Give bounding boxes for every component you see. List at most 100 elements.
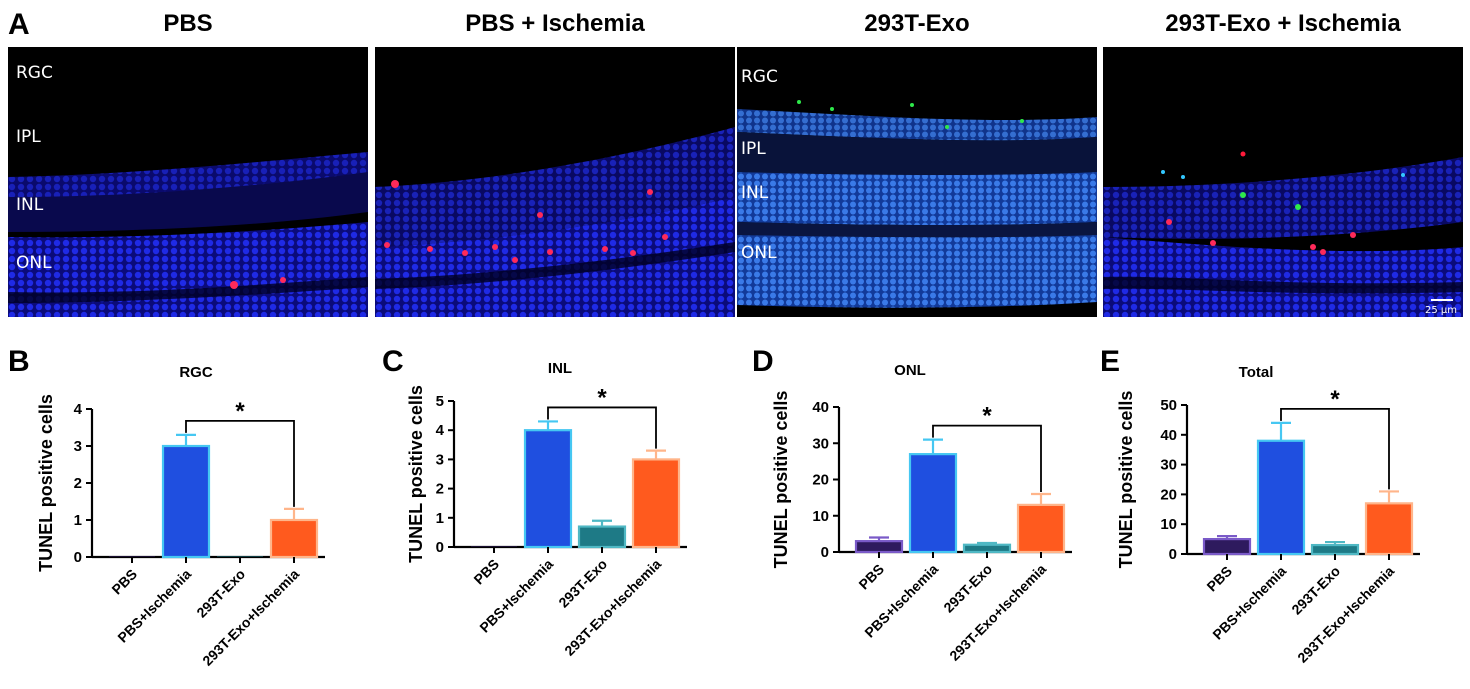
micrograph-pbs-ischemia xyxy=(375,47,735,317)
y-tick-label: 3 xyxy=(436,451,444,468)
x-tick-label: PBS xyxy=(855,561,887,593)
significance-star: * xyxy=(982,403,992,430)
bar xyxy=(577,525,627,549)
scale-bar xyxy=(1431,299,1453,301)
micrograph-pbs-image xyxy=(8,152,368,317)
bar xyxy=(269,518,319,559)
bar xyxy=(1364,502,1414,556)
y-tick-label: 10 xyxy=(812,508,829,525)
y-tick-label: 10 xyxy=(1160,516,1177,533)
layer-label-ipl: IPL xyxy=(741,139,766,159)
layer-label-rgc: RGC xyxy=(741,67,778,87)
significance-star: * xyxy=(597,384,607,411)
chart-onl: ONL TUNEL positive cells 0 10 20 30 40 PBS PBS+I… xyxy=(735,345,1090,689)
bar xyxy=(1016,503,1066,554)
y-tick-label: 2 xyxy=(74,475,82,492)
x-tick-label: 293T-Exo+Ischemia xyxy=(946,561,1049,664)
micrograph-title-293t-exo-ischemia: 293T-Exo + Ischemia xyxy=(1165,10,1401,37)
layer-label-onl: ONL xyxy=(741,243,777,263)
micrograph-293t-exo: RGC IPL INL ONL xyxy=(737,47,1097,317)
panel-letter-d: D xyxy=(752,345,774,378)
bar xyxy=(1310,543,1360,556)
micrograph-293t-exo-image xyxy=(737,100,1097,308)
y-tick-label: 0 xyxy=(74,549,82,566)
significance-bracket xyxy=(185,420,295,507)
y-tick-label: 5 xyxy=(436,393,444,410)
significance-star: * xyxy=(1330,386,1340,413)
bar xyxy=(109,556,155,557)
layer-label-rgc: RGC xyxy=(16,63,53,83)
y-tick-label: 1 xyxy=(74,512,82,529)
bar xyxy=(1202,538,1252,556)
significance-bracket xyxy=(932,424,1042,492)
panel-letter-a: A xyxy=(8,8,30,41)
chart-title: INL xyxy=(548,360,572,377)
x-tick-label: 293T-Exo xyxy=(555,556,610,611)
x-tick-label: 293T-Exo xyxy=(940,561,995,616)
layer-label-inl: INL xyxy=(741,183,769,203)
micrograph-293t-exo-ischemia-image xyxy=(1103,151,1463,317)
layer-label-ipl: IPL xyxy=(16,127,41,147)
scale-bar-label: 25 µm xyxy=(1424,305,1457,316)
y-tick-label: 20 xyxy=(812,472,829,489)
significance-bracket xyxy=(1280,407,1390,490)
y-tick-label: 40 xyxy=(1160,427,1177,444)
layer-label-inl: INL xyxy=(16,195,44,215)
x-tick-label: 293T-Exo+Ischemia xyxy=(199,566,302,669)
y-tick-label: 0 xyxy=(821,544,829,561)
micrograph-pbs: RGC IPL INL ONL xyxy=(8,47,368,317)
bar xyxy=(523,429,573,549)
bar xyxy=(962,543,1012,554)
panel-letter-b: B xyxy=(8,345,30,378)
y-axis-label: TUNEL positive cells xyxy=(406,385,426,563)
bar xyxy=(471,546,517,547)
y-tick-label: 30 xyxy=(1160,457,1177,474)
micrograph-293t-exo-ischemia: 25 µm xyxy=(1103,47,1463,317)
chart-title: ONL xyxy=(894,362,926,379)
y-tick-label: 30 xyxy=(812,435,829,452)
bar xyxy=(217,556,263,557)
bar xyxy=(854,540,904,554)
x-tick-label: PBS xyxy=(470,556,502,588)
x-tick-label: 293T-Exo xyxy=(1288,563,1343,618)
bar xyxy=(1256,439,1306,556)
y-axis-label: TUNEL positive cells xyxy=(36,394,56,572)
chart-rgc: RGC TUNEL positive cells 0 1 2 3 4 PBS PBS+Ische… xyxy=(0,345,355,689)
x-tick-label: 293T-Exo+Ischemia xyxy=(561,556,664,659)
y-axis-label: TUNEL positive cells xyxy=(771,391,791,569)
panel-letter-e: E xyxy=(1100,345,1121,378)
significance-star: * xyxy=(235,398,245,425)
y-tick-label: 4 xyxy=(436,422,445,439)
bar xyxy=(631,458,681,549)
micrograph-title-293t-exo: 293T-Exo xyxy=(864,10,970,37)
y-tick-label: 3 xyxy=(74,438,82,455)
x-tick-label: 293T-Exo+Ischemia xyxy=(1294,563,1397,666)
y-tick-label: 40 xyxy=(812,399,829,416)
micrograph-pbs-ischemia-image xyxy=(375,127,735,317)
bar xyxy=(161,444,211,559)
panel-letter-c: C xyxy=(382,345,404,378)
y-tick-label: 1 xyxy=(436,510,444,527)
y-tick-label: 0 xyxy=(1169,546,1177,563)
x-tick-label: PBS xyxy=(108,566,140,598)
y-axis-label: TUNEL positive cells xyxy=(1116,391,1136,569)
y-tick-label: 2 xyxy=(436,481,444,498)
chart-inl: INL TUNEL positive cells 0 1 2 3 4 5 PBS PBS+Isch… xyxy=(370,345,725,689)
y-tick-label: 20 xyxy=(1160,486,1177,503)
y-tick-label: 0 xyxy=(436,539,444,556)
significance-bracket xyxy=(547,406,657,449)
x-tick-label: PBS xyxy=(1203,563,1235,595)
micrograph-title-pbs: PBS xyxy=(163,10,213,37)
chart-title: Total xyxy=(1239,364,1274,381)
x-tick-label: 293T-Exo xyxy=(193,566,248,621)
y-tick-label: 50 xyxy=(1160,397,1177,414)
layer-label-onl: ONL xyxy=(16,253,52,273)
y-tick-label: 4 xyxy=(74,401,83,418)
chart-total: Total TUNEL positive cells 0 10 20 30 40 50 PBS P… xyxy=(1080,345,1435,689)
bar xyxy=(908,453,958,554)
chart-title: RGC xyxy=(179,364,213,381)
